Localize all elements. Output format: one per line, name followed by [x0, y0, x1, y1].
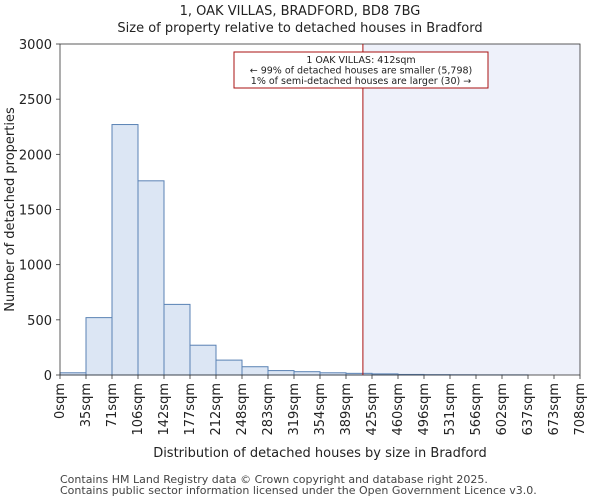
x-tick-label: 531sqm: [443, 383, 458, 436]
bar: [85, 317, 113, 376]
chart-title: 1, OAK VILLAS, BRADFORD, BD8 7BG: [179, 4, 421, 19]
bar: [241, 366, 269, 376]
bar: [189, 344, 217, 376]
y-tick-label: 0: [44, 369, 52, 384]
x-tick-label: 602sqm: [495, 383, 510, 436]
highlight-region: [362, 44, 580, 375]
x-tick-label: 71sqm: [105, 383, 120, 427]
x-axis-label: Distribution of detached houses by size …: [153, 446, 487, 461]
x-tick-label: 389sqm: [339, 383, 354, 436]
y-axis-label: Number of detached properties: [3, 107, 18, 312]
y-tick-label: 500: [27, 314, 52, 329]
y-tick-label: 2000: [19, 148, 52, 163]
chart-subtitle: Size of property relative to detached ho…: [117, 21, 483, 36]
y-tick-label: 1500: [19, 204, 52, 219]
x-tick-label: 319sqm: [287, 383, 302, 436]
bar: [137, 180, 165, 376]
footer-line-1: Contains HM Land Registry data © Crown c…: [60, 473, 488, 486]
bar: [111, 124, 139, 376]
annotation-line-1: 1 OAK VILLAS: 412sqm: [306, 55, 415, 66]
y-tick-label: 2500: [19, 93, 52, 108]
bar: [215, 359, 243, 376]
x-tick-label: 106sqm: [131, 383, 146, 436]
x-tick-label: 142sqm: [157, 383, 172, 436]
x-tick-label: 283sqm: [261, 383, 276, 436]
x-tick-label: 496sqm: [417, 383, 432, 436]
x-tick-label: 177sqm: [183, 383, 198, 436]
x-tick-label: 673sqm: [547, 383, 562, 436]
x-tick-label: 425sqm: [365, 383, 380, 436]
bar: [293, 371, 321, 376]
x-tick-label: 354sqm: [313, 383, 328, 436]
y-tick-label: 3000: [19, 38, 52, 53]
x-tick-label: 637sqm: [521, 383, 536, 436]
x-tick-label: 708sqm: [573, 383, 588, 436]
x-tick-label: 566sqm: [469, 383, 484, 436]
footer-line-2: Contains public sector information licen…: [60, 484, 537, 497]
annotation-line-2: ← 99% of detached houses are smaller (5,…: [250, 66, 473, 77]
bar: [163, 303, 191, 376]
x-tick-label: 248sqm: [235, 383, 250, 436]
y-tick-label: 1000: [19, 259, 52, 274]
x-tick-label: 212sqm: [209, 383, 224, 436]
annotation-box: [233, 51, 489, 89]
x-tick-label: 0sqm: [53, 383, 68, 419]
annotation-line-3: 1% of semi-detached houses are larger (3…: [251, 76, 471, 87]
x-tick-label: 35sqm: [79, 383, 94, 427]
bar: [267, 370, 295, 376]
x-tick-label: 460sqm: [391, 383, 406, 436]
